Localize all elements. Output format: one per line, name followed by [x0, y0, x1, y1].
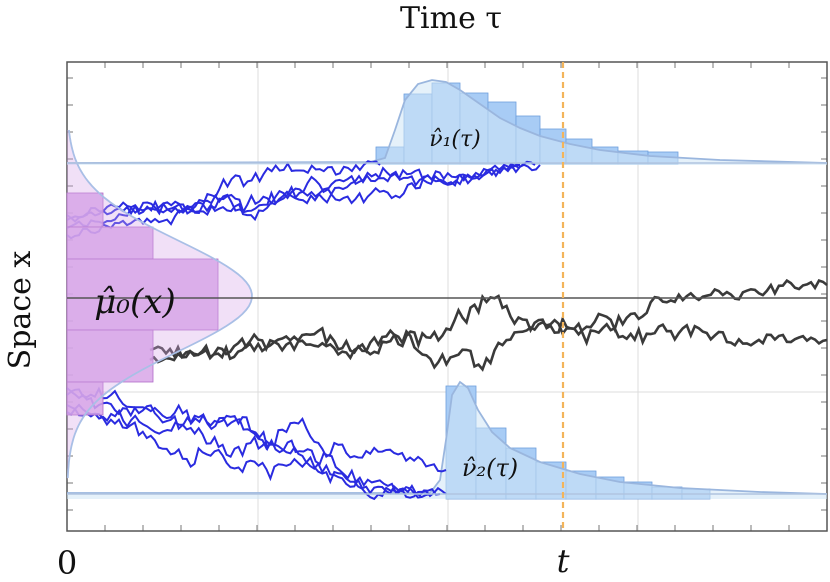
t-marker-label: t — [557, 542, 570, 580]
mu0-bar — [66, 329, 154, 383]
nu1-density-fill — [67, 80, 827, 165]
origin-label: 0 — [57, 544, 77, 582]
nu1-density-curve — [66, 79, 828, 164]
y-axis-title: Space x — [3, 251, 38, 370]
blue-path-upper — [66, 160, 381, 220]
blue-path-lower — [66, 407, 431, 499]
mu0-bar — [66, 297, 219, 331]
nu1-distribution — [66, 79, 828, 165]
blue-path-upper — [66, 160, 536, 240]
blue-path-lower — [66, 403, 441, 497]
nu2-label: ν̂₂(τ) — [462, 454, 518, 482]
mu0-bar — [66, 258, 219, 299]
black-path — [149, 278, 828, 364]
mu0-density-fill — [67, 130, 252, 480]
nu2-distribution — [67, 380, 828, 500]
nu1-label: ν̂₁(τ) — [429, 127, 481, 152]
nu2-density-fill — [67, 382, 827, 499]
x-axis-title: Time τ — [400, 1, 502, 36]
mu0-label: μ̂₀(x) — [94, 282, 175, 322]
mu0-bar — [66, 381, 104, 416]
blue-path-upper — [66, 163, 521, 229]
black-path — [149, 318, 828, 372]
blue-path-lower — [66, 390, 447, 501]
nu2-density-curve — [67, 380, 828, 495]
mu0-distribution — [66, 129, 253, 480]
mu0-bar — [66, 226, 154, 260]
mu0-density-curve — [66, 129, 253, 479]
blue-path-lower — [66, 386, 447, 473]
